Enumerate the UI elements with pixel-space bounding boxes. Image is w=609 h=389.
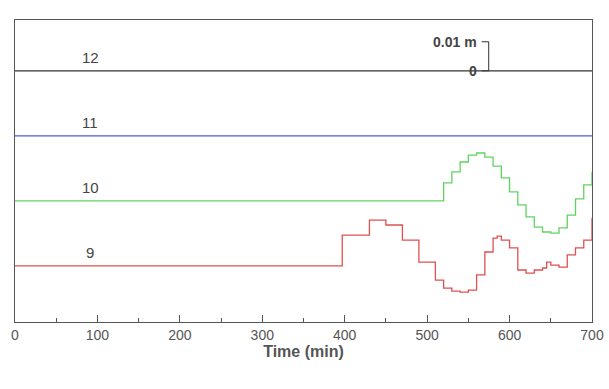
- svg-text:0.01 m: 0.01 m: [433, 34, 477, 50]
- svg-text:11: 11: [82, 114, 98, 131]
- svg-text:400: 400: [333, 327, 357, 343]
- svg-text:12: 12: [82, 49, 99, 66]
- svg-text:9: 9: [86, 244, 94, 261]
- svg-text:300: 300: [251, 327, 275, 343]
- svg-text:600: 600: [498, 327, 522, 343]
- svg-text:0: 0: [469, 63, 477, 79]
- svg-text:200: 200: [168, 327, 192, 343]
- svg-text:0: 0: [11, 327, 19, 343]
- svg-text:100: 100: [86, 327, 110, 343]
- svg-text:Time (min): Time (min): [263, 343, 344, 360]
- svg-text:10: 10: [82, 179, 99, 196]
- svg-text:500: 500: [415, 327, 439, 343]
- svg-text:700: 700: [580, 327, 604, 343]
